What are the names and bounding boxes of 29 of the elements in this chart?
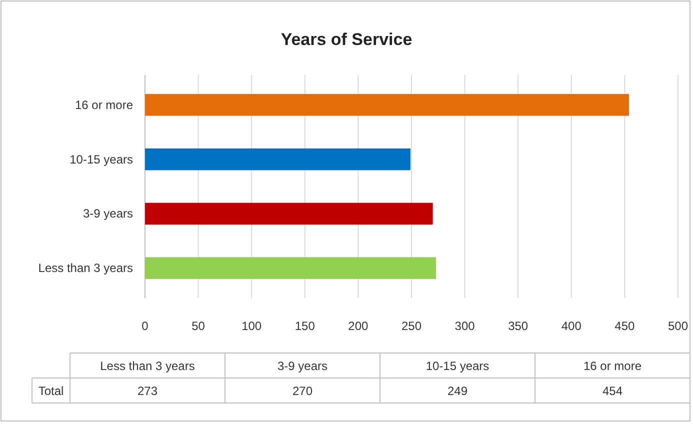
y-tick-label: 10-15 years <box>70 152 133 166</box>
data-label: 270 <box>292 384 313 398</box>
category-label: Less than 3 years <box>100 359 195 373</box>
category-label: 3-9 years <box>277 359 328 373</box>
y-tick-label: 3-9 years <box>82 206 133 221</box>
x-tick-label: 0 <box>142 319 149 333</box>
y-tick-label: Less than 3 years <box>38 261 133 276</box>
x-tick-label: 150 <box>294 319 316 333</box>
text: Total <box>38 384 64 398</box>
bar <box>145 94 629 116</box>
bar <box>145 257 436 279</box>
x-tick-label: 50 <box>192 319 206 333</box>
x-tick-label: 200 <box>348 319 369 333</box>
x-tick-label: 300 <box>454 319 476 333</box>
x-tick-label: 350 <box>508 319 528 333</box>
x-tick-label: 450 <box>614 319 636 333</box>
data-label: 454 <box>602 384 623 398</box>
x-tick-label: 400 <box>561 319 582 333</box>
category-label: 10-15 years <box>426 359 490 373</box>
bar <box>145 202 433 225</box>
x-tick-label: 100 <box>242 319 262 333</box>
chart-title: Years of Service <box>280 30 412 49</box>
category-label: 16 or more <box>583 359 642 373</box>
bar <box>145 148 410 170</box>
y-tick-label: 16 or more <box>74 98 134 112</box>
data-label: 249 <box>447 384 468 398</box>
x-tick-label: 250 <box>401 319 422 333</box>
x-tick-label: 500 <box>668 319 688 333</box>
data-label: 273 <box>137 384 158 398</box>
